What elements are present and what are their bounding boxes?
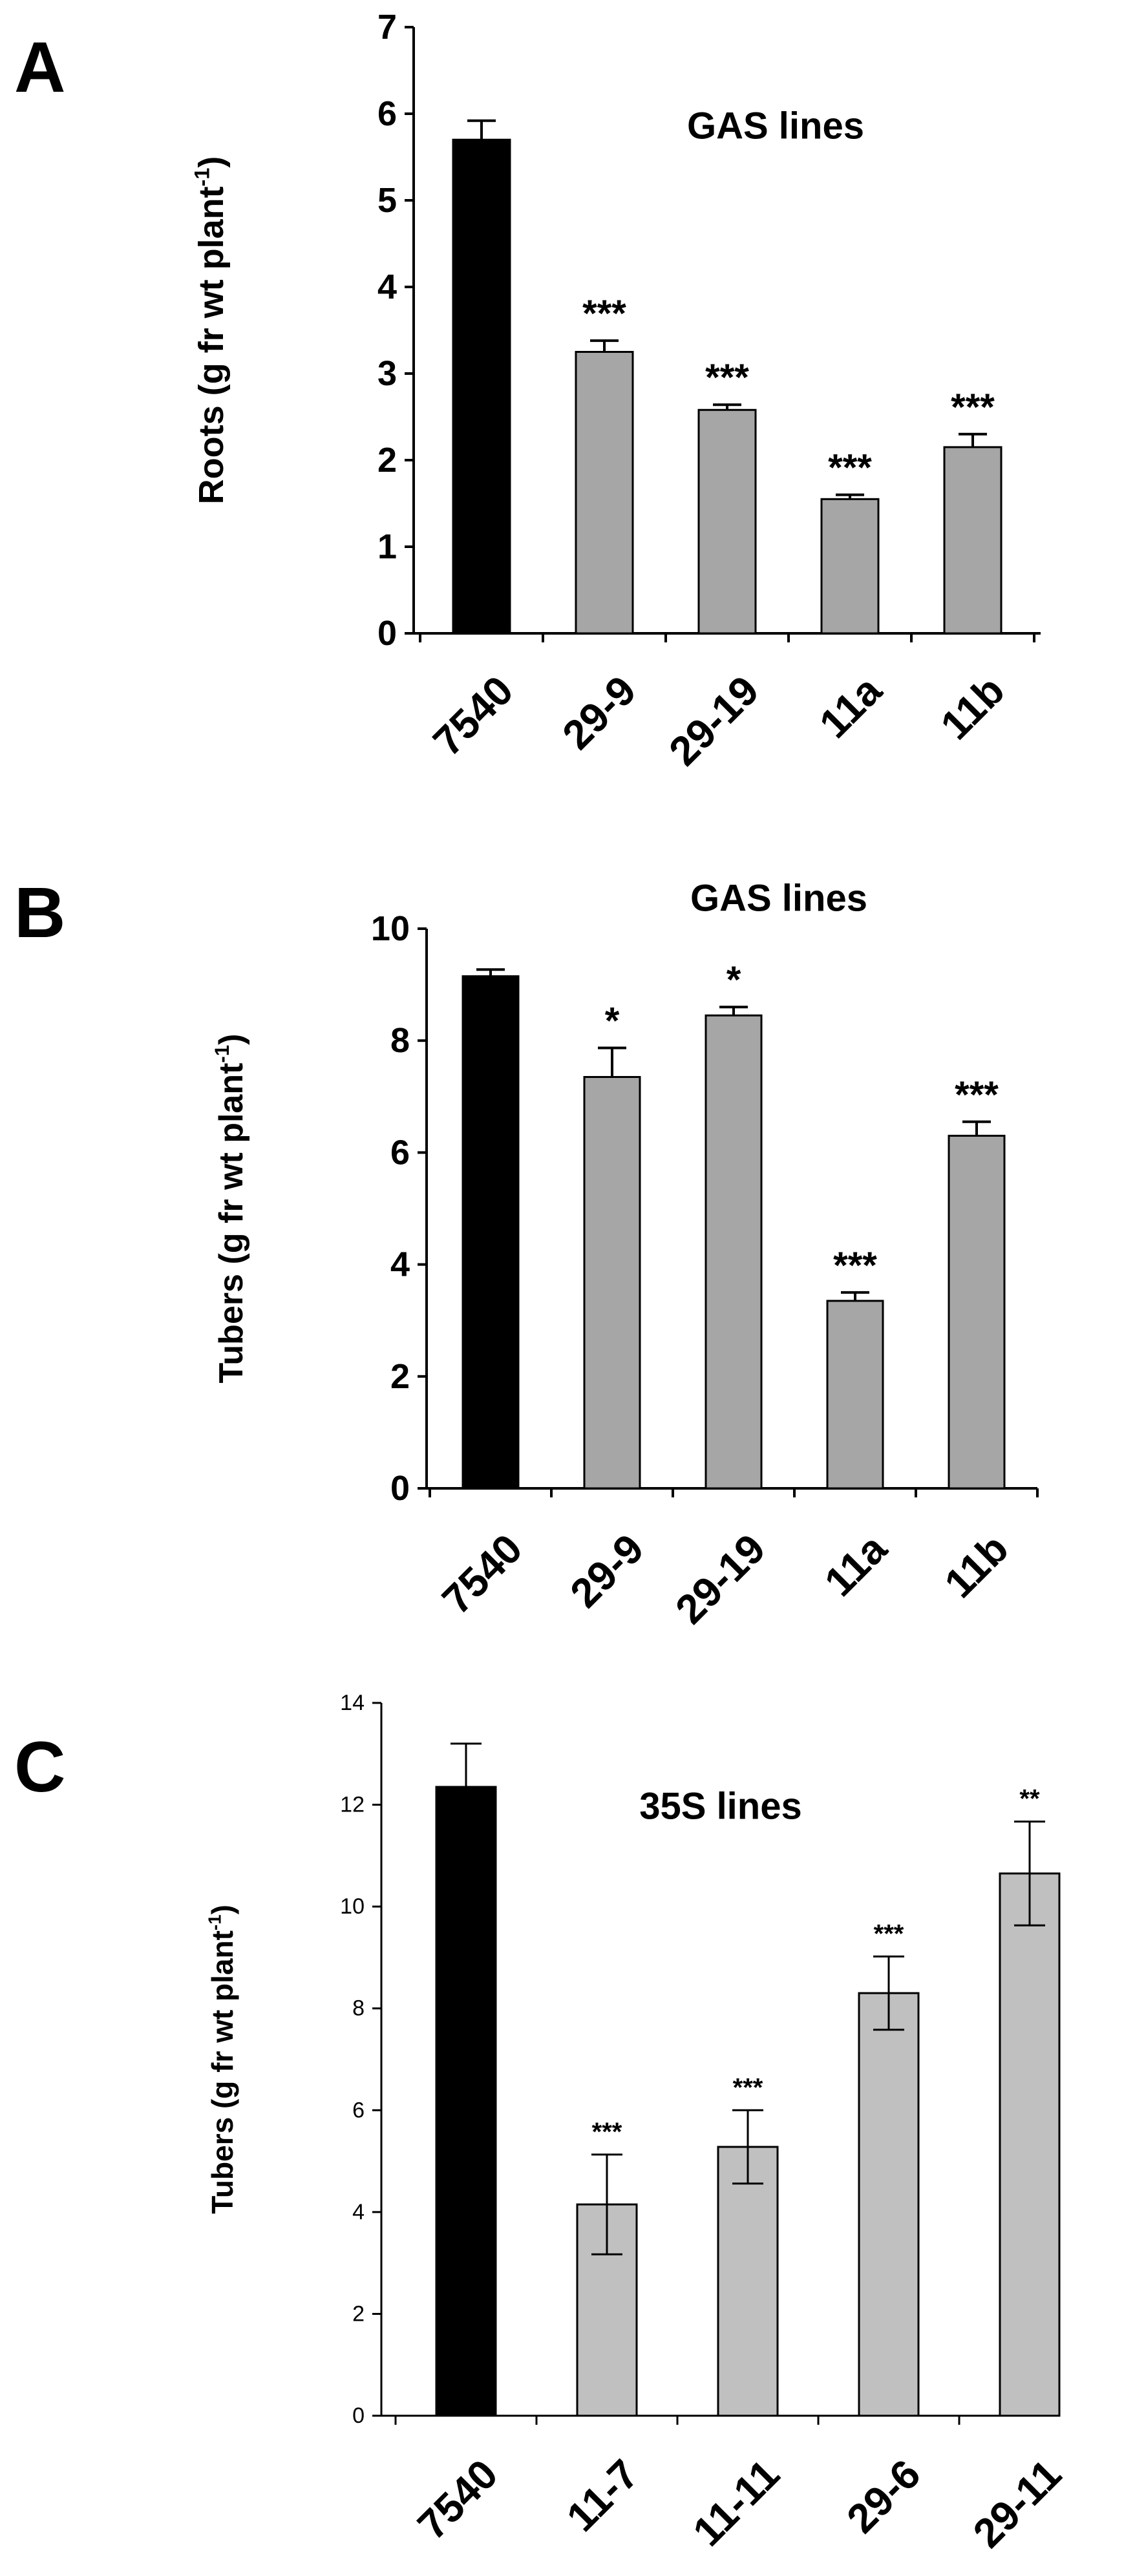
y-tick-label: 2: [377, 441, 397, 480]
chart-panel-c: 0 2 4 6 8 10 12 14 7540 *** 11-7 *** 11-11 *** 29-6 ** 2…: [205, 1691, 1070, 2557]
y-tick-label: 6: [352, 2098, 365, 2122]
chart-title: GAS lines: [687, 105, 864, 147]
significance-11b: ***: [951, 386, 995, 428]
bar-29-9: [583, 1075, 641, 1490]
y-axis-label: Roots (g fr wt plant-1): [190, 156, 231, 505]
significance-29-9: ***: [582, 293, 626, 335]
significance-29-9: *: [605, 1000, 620, 1042]
bar-29-6: [858, 1992, 920, 2417]
bar-11b: [943, 446, 1002, 635]
panel-label-c: C: [14, 1727, 66, 1807]
y-tick-label: 4: [390, 1245, 410, 1284]
y-tick-label: 1: [377, 527, 397, 566]
y-tick-label: 0: [377, 614, 397, 653]
bar-11b: [948, 1134, 1006, 1490]
panel-label-b: B: [14, 873, 66, 953]
category-label-11a: 11a: [811, 667, 891, 747]
bar-7540: [461, 975, 520, 1490]
significance-29-6: ***: [874, 1919, 904, 1948]
y-tick-label: 0: [390, 1469, 410, 1508]
y-tick-label: 6: [390, 1133, 410, 1172]
category-label-7540: 7540: [424, 667, 522, 765]
y-tick-label: 5: [377, 181, 397, 220]
significance-11-7: ***: [592, 2118, 622, 2146]
bar-29-11: [999, 1872, 1061, 2417]
y-tick-label: 0: [352, 2403, 365, 2428]
category-label-29-9: 29-9: [561, 1525, 652, 1616]
significance-29-19: ***: [705, 357, 749, 399]
y-axis-label: Tubers (g fr wt plant-1): [211, 1034, 250, 1384]
category-label-29-19: 29-19: [660, 667, 768, 775]
category-label-11-11: 11-11: [684, 2451, 789, 2555]
category-label-11-7: 11-7: [558, 2451, 648, 2540]
y-tick-label: 10: [371, 909, 410, 948]
category-label-7540: 7540: [408, 2451, 507, 2549]
category-label-11b: 11b: [935, 1525, 1017, 1607]
y-tick-label: 4: [377, 268, 397, 306]
bar-11a: [826, 1300, 884, 1490]
y-tick-label: 6: [377, 94, 397, 133]
chart-title: 35S lines: [639, 1786, 801, 1828]
chart-title: GAS lines: [690, 878, 867, 920]
y-tick-label: 2: [352, 2301, 365, 2326]
category-label-7540: 7540: [433, 1525, 531, 1623]
y-tick-label: 8: [390, 1021, 410, 1060]
y-tick-label: 12: [340, 1793, 365, 1817]
panel-label-a: A: [14, 28, 66, 107]
y-tick-label: 10: [340, 1894, 365, 1919]
significance-29-11: **: [1019, 1785, 1040, 1813]
bar-7540: [435, 1786, 497, 2417]
chart-panel-b: 0 2 4 6 8 10 7540 * 29-9 * 29-19 *** 11a *** 11b GAS li…: [211, 878, 1039, 1633]
significance-11-11: ***: [733, 2073, 763, 2102]
bar-29-9: [575, 351, 634, 635]
category-label-11b: 11b: [931, 667, 1013, 748]
significance-29-19: *: [726, 959, 741, 1001]
bar-11-11: [717, 2146, 779, 2417]
category-label-29-6: 29-6: [838, 2451, 929, 2542]
significance-11a: ***: [833, 1245, 877, 1287]
significance-11a: ***: [828, 447, 872, 489]
y-tick-label: 3: [377, 354, 397, 393]
y-tick-label: 4: [352, 2200, 365, 2224]
category-label-29-9: 29-9: [553, 667, 644, 758]
y-tick-label: 2: [390, 1357, 410, 1396]
chart-panel-a: 0 1 2 3 4 5 6 7 7540 *** 29-9 *** 29-19 *** 11a *** 11b G…: [190, 8, 1041, 774]
y-tick-label: 14: [340, 1691, 365, 1715]
category-label-29-11: 29-11: [964, 2451, 1070, 2557]
y-tick-label: 7: [377, 8, 397, 47]
category-label-11a: 11a: [816, 1525, 896, 1605]
bar-7540: [452, 138, 511, 635]
significance-11b: ***: [955, 1074, 999, 1116]
bar-29-19: [705, 1014, 763, 1490]
y-axis-label: Tubers (g fr wt plant-1): [205, 1905, 239, 2214]
bar-11a: [820, 498, 880, 635]
category-label-29-19: 29-19: [666, 1525, 774, 1633]
y-tick-label: 8: [352, 1996, 365, 2021]
bar-29-19: [697, 408, 757, 635]
